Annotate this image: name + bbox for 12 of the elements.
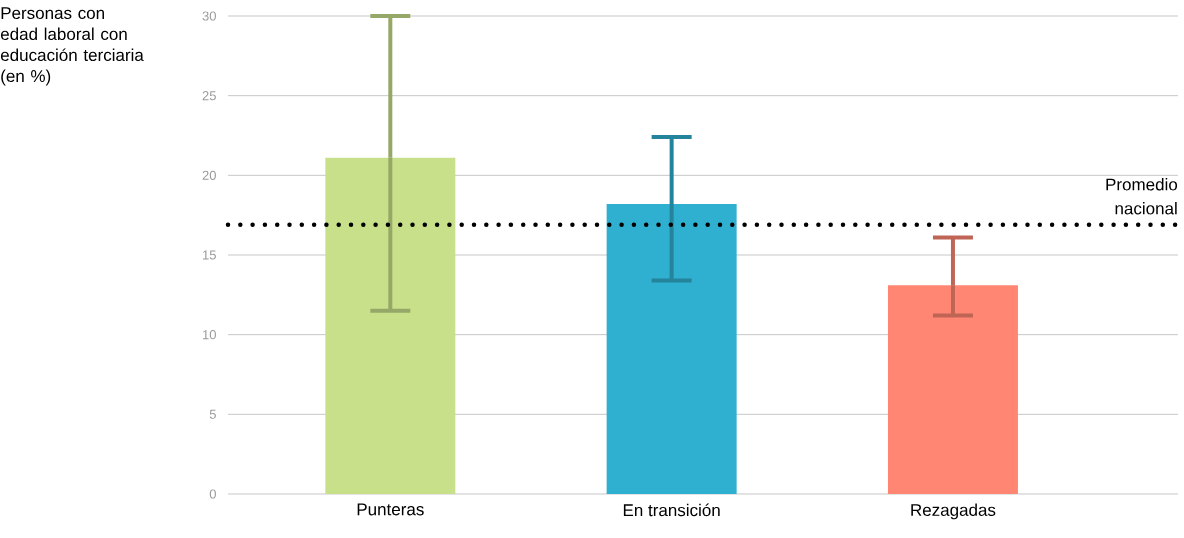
y-tick-label: 0 [209, 489, 216, 499]
x-tick-label: Rezagadas [911, 503, 996, 520]
y-axis-title: Personas con edad laboral con educación terciaria (en %) [0, 7, 144, 86]
y-tick-label: 10 [203, 330, 216, 340]
y-tick-label: 15 [203, 250, 216, 260]
y-tick-label: 20 [202, 170, 216, 180]
y-tick-label: 25 [202, 91, 216, 101]
x-tick-label: En transición [623, 503, 720, 517]
ref-line-label: Promedio nacional [1106, 178, 1178, 215]
x-tick-label: Punteras [357, 503, 424, 516]
y-tick-label: 5 [209, 409, 216, 419]
y-tick-label: 30 [202, 11, 216, 21]
